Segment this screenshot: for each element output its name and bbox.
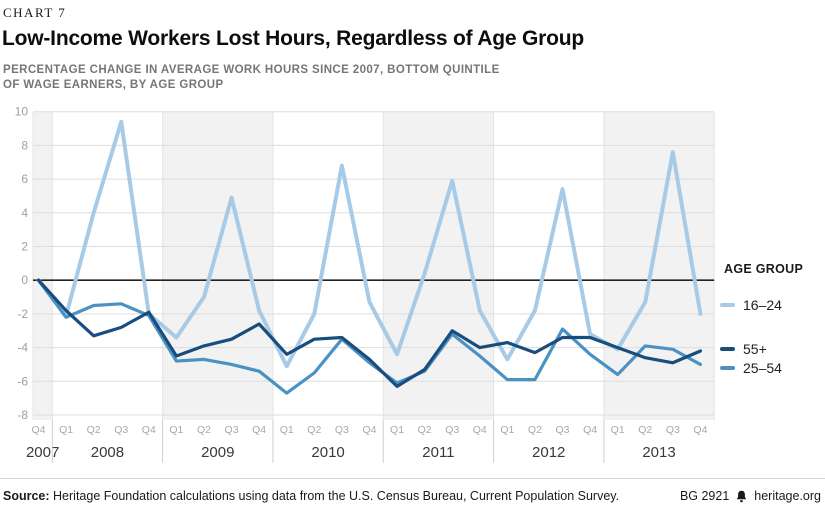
y-tick-label: 10 [15, 105, 29, 119]
quarter-label: Q4 [583, 424, 597, 436]
source-text: Heritage Foundation calculations using d… [49, 489, 620, 503]
heritage-link[interactable]: heritage.org [754, 489, 821, 503]
quarter-label: Q4 [31, 424, 45, 436]
year-band-2007 [33, 112, 53, 420]
year-label-2009: 2009 [201, 444, 234, 461]
quarter-label: Q2 [528, 424, 542, 436]
line-chart-plot: 2007 2008 2009 2010 2011 2012 2013 10 8 6 4 2 0 -2 -4 -… [15, 105, 715, 463]
legend-dash-16-24 [720, 303, 735, 307]
quarter-label: Q2 [638, 424, 652, 436]
source-note: Source: Heritage Foundation calculations… [3, 489, 619, 503]
year-band-2011 [383, 112, 494, 420]
quarter-label: Q2 [418, 424, 432, 436]
quarter-label: Q4 [693, 424, 707, 436]
year-label-2008: 2008 [91, 444, 124, 461]
quarter-label: Q4 [473, 424, 487, 436]
quarter-label: Q3 [666, 424, 680, 436]
chart-kicker: CHART 7 [3, 5, 67, 20]
series-line-16-24 [36, 119, 703, 369]
quarter-label: Q4 [362, 424, 376, 436]
y-tick-label: -2 [17, 307, 28, 321]
quarter-label: Q1 [169, 424, 183, 436]
y-tick-label: -4 [17, 341, 28, 355]
footer-right: BG 2921 heritage.org [680, 489, 821, 503]
quarter-label: Q1 [500, 424, 514, 436]
y-tick-label: 0 [21, 273, 28, 287]
quarter-label: Q1 [390, 424, 404, 436]
heritage-bell-icon [737, 490, 747, 502]
quarter-label: Q1 [611, 424, 625, 436]
y-tick-label: 6 [21, 172, 28, 186]
legend-dash-25-54 [720, 366, 735, 370]
doc-id: BG 2921 [679, 489, 730, 503]
y-tick-label: 2 [21, 240, 28, 254]
legend-item-16-24: 16–24 [720, 297, 782, 313]
quarter-label: Q2 [87, 424, 101, 436]
chart-subtitle-line2: OF WAGE EARNERS, BY AGE GROUP [3, 79, 224, 91]
y-tick-label: -6 [17, 374, 28, 388]
legend-label-55-plus: 55+ [743, 341, 767, 357]
legend-item-25-54: 25–54 [720, 360, 782, 376]
year-band-2009 [162, 112, 273, 420]
year-label-2012: 2012 [532, 444, 565, 461]
legend-label-25-54: 25–54 [743, 360, 782, 376]
y-tick-label: -8 [17, 408, 28, 422]
quarter-label: Q3 [335, 424, 349, 436]
year-label-2007: 2007 [26, 444, 59, 461]
quarter-label: Q2 [197, 424, 211, 436]
chart-subtitle: PERCENTAGE CHANGE IN AVERAGE WORK HOURS … [3, 63, 500, 93]
legend-item-55-plus: 55+ [720, 341, 767, 357]
quarter-label: Q3 [445, 424, 459, 436]
legend-title: AGE GROUP [724, 262, 804, 276]
year-label-2011: 2011 [422, 444, 454, 461]
legend-dash-55-plus [720, 347, 735, 351]
legend-label-16-24: 16–24 [743, 297, 782, 313]
y-tick-label: 4 [21, 206, 28, 220]
footer: Source: Heritage Foundation calculations… [3, 489, 821, 503]
year-label-2010: 2010 [311, 444, 344, 461]
quarter-label: Q3 [556, 424, 570, 436]
quarter-label: Q1 [59, 424, 73, 436]
y-tick-label: 8 [21, 138, 28, 152]
quarter-label: Q3 [225, 424, 239, 436]
footer-divider [0, 478, 825, 479]
chart-subtitle-line1: PERCENTAGE CHANGE IN AVERAGE WORK HOURS … [3, 64, 500, 76]
series-line-55- [36, 278, 703, 388]
series-line-25-54 [36, 278, 703, 395]
quarter-label: Q2 [307, 424, 321, 436]
quarter-label: Q4 [252, 424, 266, 436]
year-label-2013: 2013 [642, 444, 675, 461]
page-title: Low-Income Workers Lost Hours, Regardles… [2, 27, 584, 50]
source-label: Source: [3, 489, 50, 503]
quarter-label: Q4 [142, 424, 156, 436]
quarter-label: Q1 [280, 424, 294, 436]
quarter-label: Q3 [114, 424, 128, 436]
